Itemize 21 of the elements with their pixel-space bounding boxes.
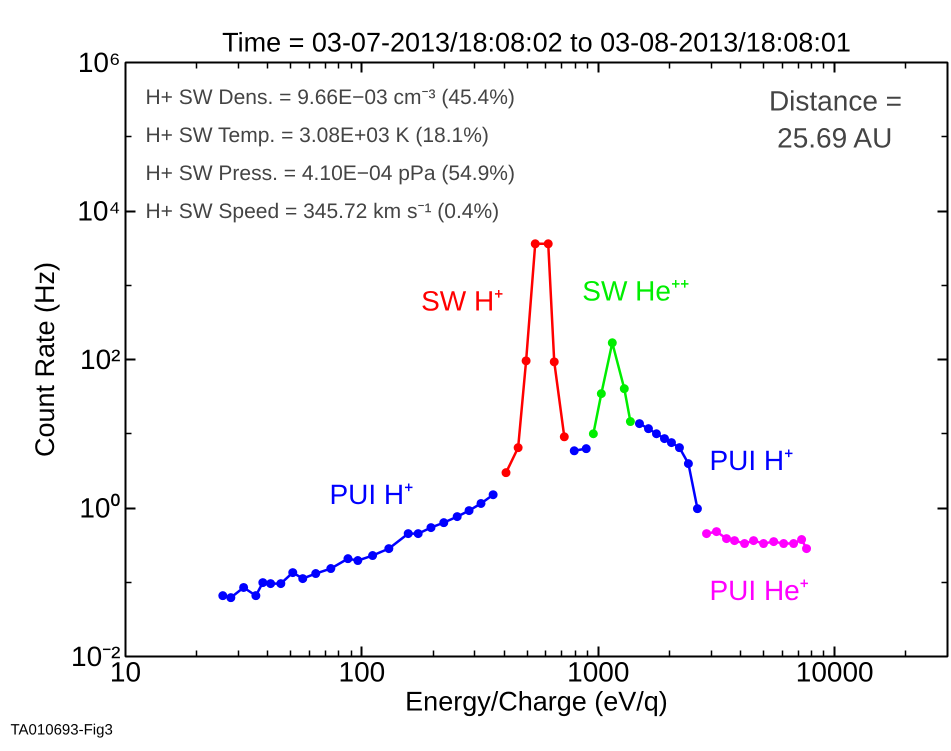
annotation: Distance = 25.69 AU (768, 86, 902, 154)
annotation: H+ SW Dens. = 9.66E−03 cm⁻³ (45.4%) (146, 86, 515, 109)
y-tick-label: 10⁰ (79, 492, 121, 524)
y-axis-title: Count Rate (Hz) (30, 262, 60, 458)
x-tick-label: 100 (338, 656, 386, 688)
annotation: H+ SW Speed = 345.72 km s⁻¹ (0.4%) (146, 200, 500, 223)
series-label: SW He⁺⁺ (582, 275, 689, 306)
text: TA010693-Fig3 (10, 722, 113, 738)
y-tick-label: 10⁶ (78, 47, 120, 78)
series-label: PUI He⁺ (709, 575, 809, 606)
chart-title: Time = 03-07-2013/18:08:02 to 03-08-2013/18:08:01 (222, 28, 851, 58)
annotation: H+ SW Press. = 4.10E−04 pPa (54.9%) (146, 162, 515, 185)
annotation: H+ SW Temp. = 3.08E+03 K (18.1%) (146, 124, 489, 147)
series-label: PUI H⁺ (329, 479, 414, 510)
x-tick-label: 10000 (796, 656, 874, 688)
series-label: PUI H⁺ (709, 445, 794, 476)
y-tick-label: 10⁴ (77, 196, 121, 226)
series-label: SW H⁺ (421, 285, 504, 316)
x-axis-title: Energy/Charge (eV/q) (405, 686, 668, 716)
y-tick-label: 10² (80, 344, 120, 375)
x-tick-label: 1000 (567, 656, 630, 688)
